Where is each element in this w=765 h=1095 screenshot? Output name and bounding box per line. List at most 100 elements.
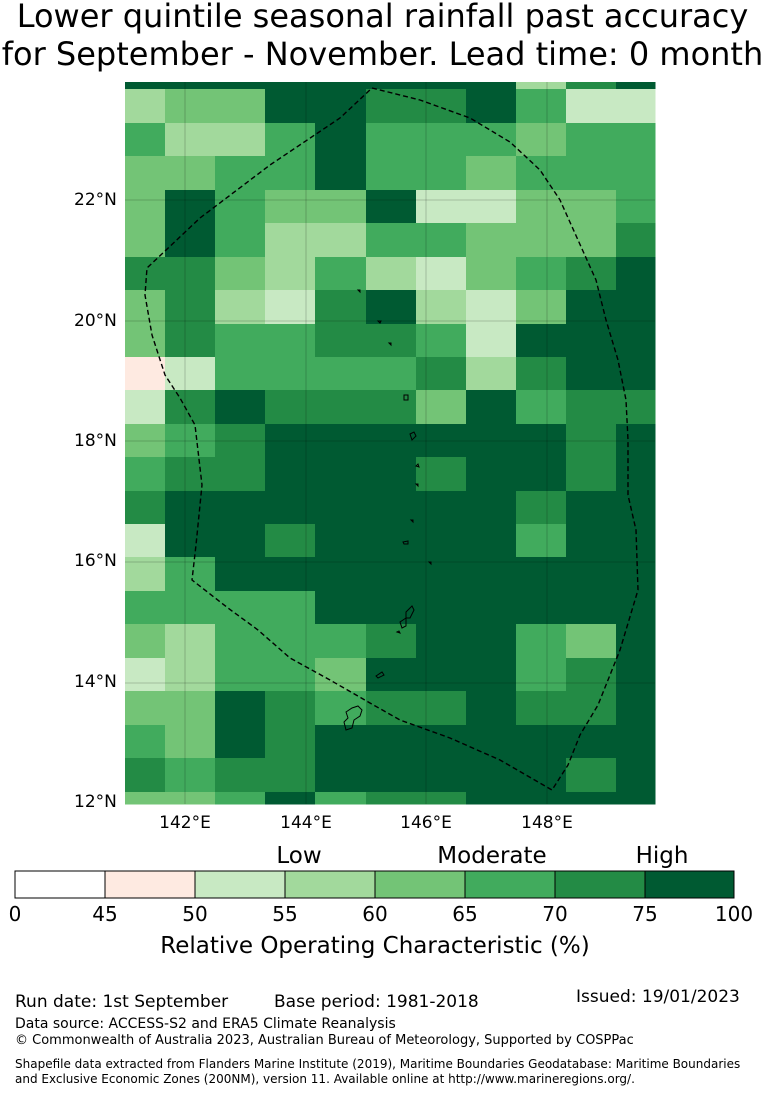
roc-grid-cell bbox=[125, 424, 166, 458]
roc-grid-cell bbox=[265, 457, 316, 492]
roc-grid-cell bbox=[315, 89, 367, 124]
roc-grid-cell bbox=[466, 156, 517, 191]
roc-grid-cell bbox=[566, 457, 617, 492]
roc-grid-cell bbox=[165, 324, 216, 358]
roc-grid-cell bbox=[315, 324, 367, 358]
roc-grid-cell bbox=[165, 557, 216, 592]
roc-grid-cell bbox=[165, 758, 216, 793]
roc-grid-cell bbox=[366, 223, 417, 258]
roc-grid-cell bbox=[125, 223, 166, 258]
roc-grid-cell bbox=[265, 557, 316, 592]
roc-grid-cell bbox=[215, 591, 266, 625]
colorbar-tick-label: 75 bbox=[632, 902, 658, 926]
roc-grid-cell bbox=[616, 223, 656, 258]
roc-grid-cell bbox=[416, 658, 467, 692]
roc-grid-cell bbox=[165, 792, 216, 805]
roc-grid-cell bbox=[125, 591, 166, 625]
roc-grid-cell bbox=[265, 156, 316, 191]
roc-grid-cell bbox=[366, 591, 417, 625]
roc-grid-cell bbox=[566, 424, 617, 458]
roc-grid-cell bbox=[566, 223, 617, 258]
roc-grid-cell bbox=[265, 658, 316, 692]
roc-grid-cell bbox=[165, 390, 216, 425]
roc-grid-cell bbox=[466, 290, 517, 325]
roc-grid-cell bbox=[516, 725, 567, 759]
farallon-de-pajaros-island bbox=[356, 289, 361, 294]
roc-grid-cell bbox=[566, 725, 617, 759]
roc-grid-cell bbox=[516, 691, 567, 726]
roc-grid-cell bbox=[366, 691, 417, 726]
roc-grid-cell bbox=[416, 424, 467, 458]
roc-grid-cell bbox=[466, 424, 517, 458]
roc-grid-cell bbox=[466, 457, 517, 492]
roc-grid-cell bbox=[616, 557, 656, 592]
roc-grid-cell bbox=[366, 424, 417, 458]
roc-grid-cell bbox=[466, 190, 517, 224]
sarigan-island bbox=[409, 519, 414, 524]
roc-grid-cell bbox=[416, 524, 467, 558]
farallon-de-medinilla-island bbox=[427, 561, 432, 566]
roc-grid-cell bbox=[165, 89, 216, 124]
roc-grid-cell bbox=[315, 624, 367, 659]
lon-tick-label: 142°E bbox=[159, 813, 211, 833]
copyright-notice: © Commonwealth of Australia 2023, Austra… bbox=[15, 1033, 634, 1048]
roc-grid-cell bbox=[516, 156, 567, 191]
roc-grid-cell bbox=[416, 123, 467, 157]
roc-grid-cell bbox=[616, 357, 656, 391]
agrihan-island bbox=[403, 394, 409, 401]
roc-grid-cell bbox=[516, 557, 567, 592]
roc-grid-cell bbox=[516, 257, 567, 291]
roc-grid-cell bbox=[616, 324, 656, 358]
roc-grid-cell bbox=[466, 223, 517, 258]
roc-grid-cell bbox=[566, 390, 617, 425]
roc-grid-cell bbox=[366, 557, 417, 592]
roc-grid-cell bbox=[366, 390, 417, 425]
lon-tick-label: 146°E bbox=[400, 813, 452, 833]
roc-grid-cell bbox=[215, 491, 266, 525]
roc-grid-cell bbox=[466, 691, 517, 726]
roc-grid-cell bbox=[125, 758, 166, 793]
roc-grid-cell bbox=[265, 82, 316, 90]
roc-grid-cell bbox=[516, 223, 567, 258]
roc-grid-cell bbox=[516, 190, 567, 224]
roc-grid-cell bbox=[366, 290, 417, 325]
colorbar-segment bbox=[194, 870, 286, 899]
roc-grid-cell bbox=[616, 491, 656, 525]
guam-island bbox=[343, 705, 363, 731]
colorbar-segment bbox=[464, 870, 556, 899]
base-period: Base period: 1981-2018 bbox=[274, 992, 479, 1012]
roc-grid-cell bbox=[466, 257, 517, 291]
roc-grid-cell bbox=[516, 792, 567, 805]
roc-grid-cell bbox=[566, 123, 617, 157]
roc-grid-cell bbox=[566, 156, 617, 191]
roc-grid-cell bbox=[516, 457, 567, 492]
roc-grid-cell bbox=[165, 725, 216, 759]
roc-grid-cell bbox=[566, 792, 617, 805]
roc-grid-cell bbox=[366, 725, 417, 759]
roc-grid-cell bbox=[125, 624, 166, 659]
roc-grid-cell bbox=[315, 524, 367, 558]
roc-grid-cell bbox=[165, 691, 216, 726]
colorbar-segment bbox=[104, 870, 196, 899]
roc-grid-cell bbox=[616, 82, 656, 90]
roc-grid-cell bbox=[315, 190, 367, 224]
roc-grid-cell bbox=[265, 725, 316, 759]
roc-grid-cell bbox=[265, 424, 316, 458]
roc-grid-cell bbox=[165, 491, 216, 525]
roc-grid-cell bbox=[215, 290, 266, 325]
roc-grid-cell bbox=[466, 591, 517, 625]
roc-grid-cell bbox=[125, 457, 166, 492]
roc-grid-cell bbox=[315, 390, 367, 425]
roc-grid-cell bbox=[315, 591, 367, 625]
roc-grid-cell bbox=[265, 792, 316, 805]
lon-tick-label: 148°E bbox=[521, 813, 573, 833]
roc-grid-cell bbox=[315, 758, 367, 793]
roc-grid-cell bbox=[125, 725, 166, 759]
roc-grid-cell bbox=[516, 324, 567, 358]
data-source: Data source: ACCESS-S2 and ERA5 Climate … bbox=[15, 1016, 396, 1032]
anatahan-island bbox=[402, 540, 409, 545]
roc-grid-cell bbox=[215, 156, 266, 191]
roc-grid-cell bbox=[416, 758, 467, 793]
roc-grid-cell bbox=[466, 491, 517, 525]
roc-grid-cell bbox=[516, 658, 567, 692]
